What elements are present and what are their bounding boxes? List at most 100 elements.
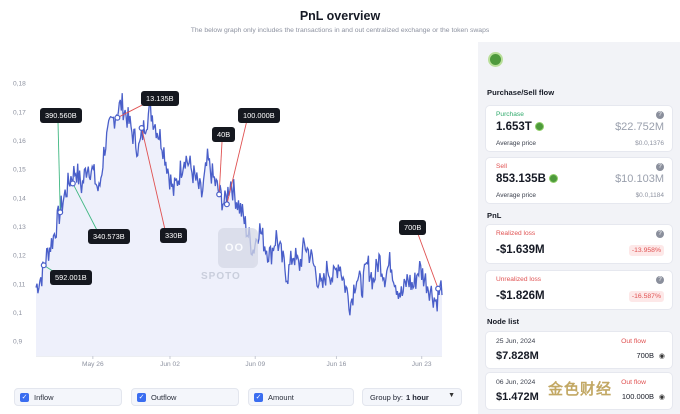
node-amount: $7.828M [496, 350, 539, 362]
inflow-label: Inflow [34, 392, 54, 402]
marker-point [216, 191, 223, 198]
marker-label[interactable]: 700B [399, 220, 427, 235]
purchase-usd: $22.752M [615, 121, 664, 133]
y-tick-label: 0,18 [13, 81, 26, 88]
marker-label[interactable]: 100.000B [238, 108, 280, 123]
realized-pct-badge: -13.958% [628, 245, 664, 256]
marker-leader-line [226, 115, 249, 205]
marker-leader-line [57, 121, 61, 213]
x-tick-label: Jun 02 [160, 361, 180, 368]
group-by-value: 1 hour [405, 392, 429, 402]
marker-label[interactable]: 330B [160, 228, 188, 243]
outflow-label: Outflow [151, 392, 177, 402]
sell-avg-label: Average price [496, 192, 536, 199]
node-token-amount: 100.000B [621, 392, 654, 401]
check-icon: ✓ [137, 392, 146, 402]
token-coin-icon [534, 122, 544, 132]
y-tick-label: 0,12 [13, 253, 26, 260]
eye-icon[interactable]: ◉ [658, 394, 665, 401]
marker-point [435, 285, 442, 292]
purchase-label: Purchase [496, 111, 524, 118]
check-icon: ✓ [254, 392, 263, 402]
marker-label[interactable]: 592.001B [50, 270, 92, 285]
check-icon: ✓ [20, 392, 29, 402]
node-item[interactable]: 06 Jun, 2024 Out flow $1.472M 100.000B ◉ [485, 372, 673, 410]
unrealized-pct-badge: -16.587% [628, 291, 664, 302]
amount-label: Amount [268, 392, 294, 402]
purchase-card: Purchase ? 1.653T $22.752M Average price… [485, 105, 673, 152]
y-tick-label: 0,13 [13, 224, 26, 231]
pnl-section-title: PnL [487, 211, 502, 220]
sell-amount: 853.135B [496, 173, 558, 185]
marker-point [114, 114, 121, 121]
sell-avg-value: $0.0,1184 [635, 192, 664, 199]
price-line [35, 93, 443, 316]
marker-point [138, 124, 145, 131]
marker-leader-line [141, 127, 167, 235]
x-tick-label: Jun 16 [327, 361, 347, 368]
x-tick-label: Jun 09 [245, 361, 265, 368]
node-date: 25 Jun, 2024 [496, 338, 536, 345]
help-icon[interactable]: ? [656, 276, 664, 284]
eye-icon[interactable]: ◉ [658, 353, 665, 360]
marker-leader-line [218, 141, 223, 195]
group-by-select[interactable]: Group by: 1 hour ▼ [362, 388, 462, 406]
price-area [36, 93, 442, 356]
unrealized-value: -$1.826M [496, 290, 545, 302]
purchase-amount: 1.653T [496, 121, 544, 133]
node-token-amount: 700B [636, 351, 654, 360]
sell-usd: $10.103M [615, 173, 664, 185]
corner-logo: 金色财经 [548, 381, 613, 398]
help-icon[interactable]: ? [656, 111, 664, 119]
help-icon[interactable]: ? [656, 163, 664, 171]
marker-label[interactable]: 13.135B [141, 91, 179, 106]
y-tick-label: 0,9 [13, 339, 22, 346]
node-amount: $1.472M [496, 391, 539, 403]
inflow-toggle[interactable]: ✓ Inflow [14, 388, 122, 406]
watermark-logo: OO [218, 228, 258, 268]
purchase-avg-value: $0.0,1376 [635, 140, 664, 147]
x-tick-label: Jun 23 [412, 361, 432, 368]
node-date: 06 Jun, 2024 [496, 379, 536, 386]
marker-label[interactable]: 390.560B [40, 108, 82, 123]
purchase-avg-label: Average price [496, 140, 536, 147]
y-tick-label: 0,14 [13, 195, 26, 202]
group-by-label: Group by: [370, 392, 403, 402]
realized-value: -$1.639M [496, 244, 545, 256]
watermark-text: SPOTO [201, 271, 241, 282]
node-item[interactable]: 25 Jun, 2024 Out flow $7.828M 700B ◉ [485, 331, 673, 369]
sell-card: Sell ? 853.135B $10.103M Average price $… [485, 157, 673, 204]
chart-controls: ✓ Inflow ✓ Outflow ✓ Amount Group by: 1 … [0, 382, 474, 414]
y-tick-label: 0,17 [13, 109, 26, 116]
page-subtitle: The below graph only includes the transa… [190, 27, 490, 34]
node-flow: Out flow [621, 379, 646, 386]
y-tick-label: 0,11 [13, 281, 26, 288]
marker-leader-line [72, 183, 101, 237]
amount-toggle[interactable]: ✓ Amount [248, 388, 354, 406]
page-header: PnL overview The below graph only includ… [0, 0, 680, 40]
realized-loss-card: Realized loss ? -$1.639M -13.958% [485, 224, 673, 264]
realized-label: Realized loss [496, 230, 536, 237]
y-tick-label: 0,16 [13, 138, 26, 145]
help-icon[interactable]: ? [656, 230, 664, 238]
outflow-toggle[interactable]: ✓ Outflow [131, 388, 239, 406]
y-tick-label: 0,15 [13, 167, 26, 174]
marker-label[interactable]: 340.573B [88, 229, 130, 244]
pnl-chart-svg: 0,18 0,17 0,16 0,15 0,14 0,13 0,12 0,11 0,1 0,9 Ma… [13, 81, 443, 368]
token-avatar [488, 52, 503, 67]
pnl-chart[interactable]: 0,18 0,17 0,16 0,15 0,14 0,13 0,12 0,11 0,1 0,9 Ma… [0, 42, 474, 382]
marker-point [57, 209, 64, 216]
marker-label[interactable]: 40B [212, 127, 236, 142]
sell-label: Sell [496, 163, 507, 170]
x-tick-label: May 26 [82, 361, 104, 368]
chevron-down-icon: ▼ [448, 392, 455, 399]
page-title: PnL overview [299, 9, 381, 23]
node-flow: Out flow [621, 338, 646, 345]
marker-point [40, 262, 47, 269]
marker-point [69, 180, 76, 187]
node-list-title: Node list [487, 317, 520, 326]
token-coin-icon [548, 174, 558, 184]
unrealized-loss-card: Unrealized loss ? -$1.826M -16.587% [485, 270, 673, 310]
unrealized-label: Unrealized loss [496, 276, 542, 283]
